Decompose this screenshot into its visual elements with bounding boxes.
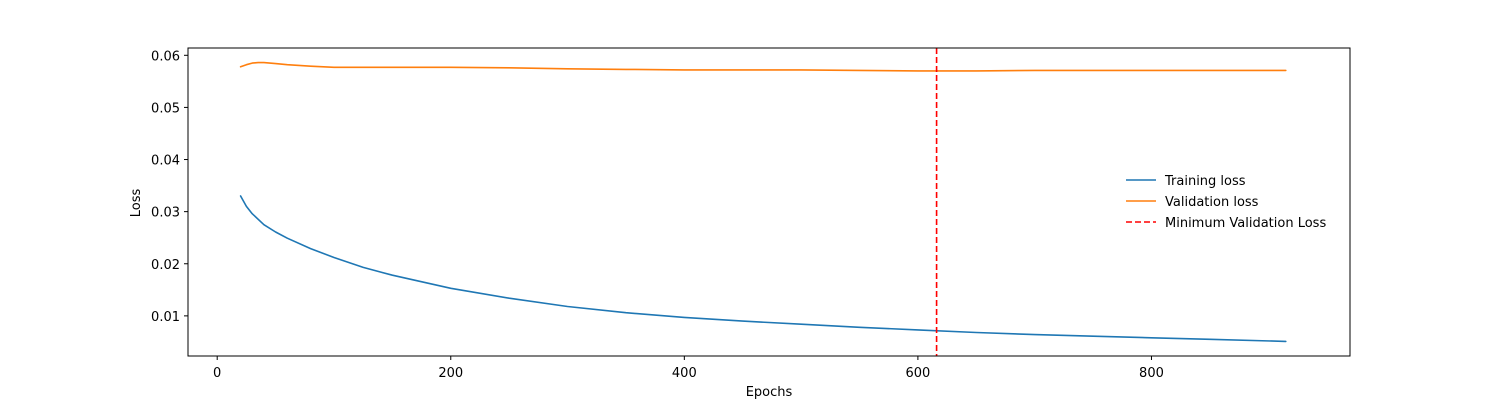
series-line-validation-loss	[239, 61, 1287, 72]
y-tick-label: 0.04	[151, 154, 180, 169]
y-tick-label: 0.02	[151, 258, 180, 273]
y-tick-label: 0.03	[151, 206, 180, 221]
legend-label: Minimum Validation Loss	[1165, 216, 1326, 231]
y-axis: 0.01 0.02 0.03 0.04 0.05 0.06	[151, 49, 188, 325]
x-axis-label: Epochs	[746, 385, 793, 400]
x-tick-label: 200	[438, 366, 463, 381]
x-tick-label: 0	[213, 366, 221, 381]
y-tick-label: 0.06	[151, 49, 180, 64]
plot-area	[239, 48, 1287, 356]
legend-label: Training loss	[1164, 174, 1246, 189]
y-axis-label: Loss	[129, 189, 144, 218]
series-line-training-loss	[239, 195, 1287, 343]
y-tick-label: 0.05	[151, 101, 180, 116]
plot-frame	[187, 47, 1351, 357]
x-tick-label: 800	[1139, 366, 1164, 381]
y-tick-label: 0.01	[151, 310, 180, 325]
x-tick-label: 400	[672, 366, 697, 381]
x-axis: 0 200 400 600 800	[213, 356, 1164, 381]
legend: Training loss Validation loss Minimum Vali…	[1126, 174, 1326, 231]
x-tick-label: 600	[905, 366, 930, 381]
legend-label: Validation loss	[1165, 195, 1259, 210]
